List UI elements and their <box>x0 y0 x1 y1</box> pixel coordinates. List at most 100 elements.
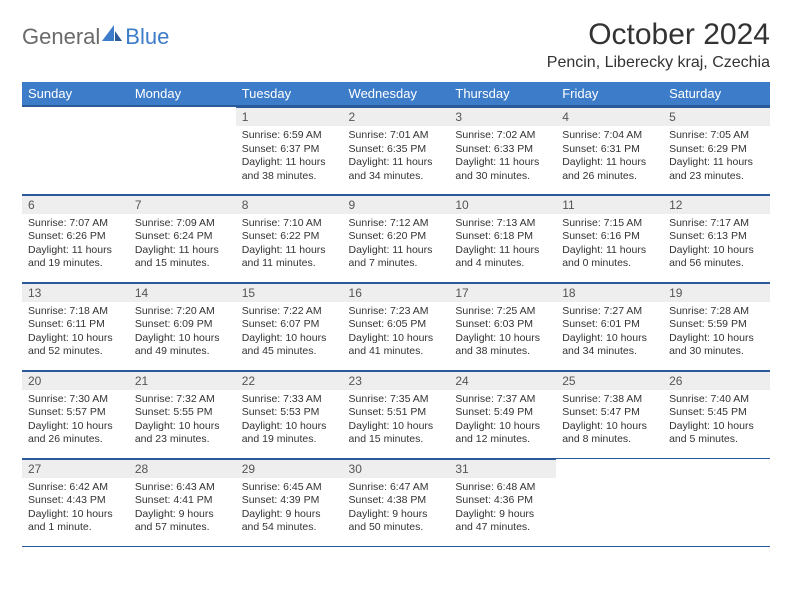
sunset-text: Sunset: 5:59 PM <box>669 318 764 332</box>
calendar-day-cell: 19Sunrise: 7:28 AMSunset: 5:59 PMDayligh… <box>663 282 770 370</box>
day-number: 4 <box>556 107 663 126</box>
day-content: Sunrise: 7:10 AMSunset: 6:22 PMDaylight:… <box>236 214 343 276</box>
sunrise-text: Sunrise: 7:10 AM <box>242 217 337 231</box>
day-number: 14 <box>129 283 236 302</box>
logo-text-general: General <box>22 24 100 50</box>
sunrise-text: Sunrise: 7:33 AM <box>242 393 337 407</box>
daylight-text: Daylight: 11 hours and 4 minutes. <box>455 244 550 271</box>
daylight-text: Daylight: 11 hours and 26 minutes. <box>562 156 657 183</box>
daylight-text: Daylight: 10 hours and 52 minutes. <box>28 332 123 359</box>
day-number: 11 <box>556 195 663 214</box>
calendar-day-cell <box>129 106 236 194</box>
sunrise-text: Sunrise: 7:37 AM <box>455 393 550 407</box>
day-content: Sunrise: 7:37 AMSunset: 5:49 PMDaylight:… <box>449 390 556 452</box>
sunset-text: Sunset: 6:31 PM <box>562 143 657 157</box>
daylight-text: Daylight: 9 hours and 50 minutes. <box>349 508 444 535</box>
weekday-header: Sunday <box>22 82 129 106</box>
day-content: Sunrise: 6:43 AMSunset: 4:41 PMDaylight:… <box>129 478 236 540</box>
calendar-day-cell: 1Sunrise: 6:59 AMSunset: 6:37 PMDaylight… <box>236 106 343 194</box>
daylight-text: Daylight: 10 hours and 15 minutes. <box>349 420 444 447</box>
sunset-text: Sunset: 6:18 PM <box>455 230 550 244</box>
weekday-header: Monday <box>129 82 236 106</box>
daylight-text: Daylight: 10 hours and 49 minutes. <box>135 332 230 359</box>
day-content: Sunrise: 7:38 AMSunset: 5:47 PMDaylight:… <box>556 390 663 452</box>
day-content: Sunrise: 7:22 AMSunset: 6:07 PMDaylight:… <box>236 302 343 364</box>
daylight-text: Daylight: 10 hours and 41 minutes. <box>349 332 444 359</box>
day-content: Sunrise: 6:48 AMSunset: 4:36 PMDaylight:… <box>449 478 556 540</box>
sunrise-text: Sunrise: 7:28 AM <box>669 305 764 319</box>
sunrise-text: Sunrise: 6:45 AM <box>242 481 337 495</box>
day-content: Sunrise: 7:28 AMSunset: 5:59 PMDaylight:… <box>663 302 770 364</box>
daylight-text: Daylight: 10 hours and 8 minutes. <box>562 420 657 447</box>
sunset-text: Sunset: 6:35 PM <box>349 143 444 157</box>
day-number: 8 <box>236 195 343 214</box>
calendar-day-cell: 5Sunrise: 7:05 AMSunset: 6:29 PMDaylight… <box>663 106 770 194</box>
calendar-day-cell: 22Sunrise: 7:33 AMSunset: 5:53 PMDayligh… <box>236 370 343 458</box>
weekday-header: Friday <box>556 82 663 106</box>
sunset-text: Sunset: 6:09 PM <box>135 318 230 332</box>
sunset-text: Sunset: 4:41 PM <box>135 494 230 508</box>
day-number: 1 <box>236 107 343 126</box>
calendar-week-row: 1Sunrise: 6:59 AMSunset: 6:37 PMDaylight… <box>22 106 770 194</box>
sunrise-text: Sunrise: 7:40 AM <box>669 393 764 407</box>
calendar-day-cell: 29 Sunrise: 6:45 AMSunset: 4:39 PMDayligh… <box>236 458 343 546</box>
day-number: 7 <box>129 195 236 214</box>
day-content: Sunrise: 7:13 AMSunset: 6:18 PMDaylight:… <box>449 214 556 276</box>
daylight-text: Daylight: 10 hours and 56 minutes. <box>669 244 764 271</box>
sunrise-text: Sunrise: 7:18 AM <box>28 305 123 319</box>
day-number: 24 <box>449 371 556 390</box>
sunset-text: Sunset: 4:43 PM <box>28 494 123 508</box>
calendar-day-cell <box>22 106 129 194</box>
day-content: Sunrise: 7:12 AMSunset: 6:20 PMDaylight:… <box>343 214 450 276</box>
day-content: Sunrise: 7:23 AMSunset: 6:05 PMDaylight:… <box>343 302 450 364</box>
day-number: 25 <box>556 371 663 390</box>
logo-sail-icon <box>101 24 123 50</box>
sunrise-text: Sunrise: 7:30 AM <box>28 393 123 407</box>
day-number: 12 <box>663 195 770 214</box>
day-content: Sunrise: 7:40 AMSunset: 5:45 PMDaylight:… <box>663 390 770 452</box>
calendar-day-cell <box>556 458 663 546</box>
daylight-text: Daylight: 11 hours and 7 minutes. <box>349 244 444 271</box>
sunrise-text: Sunrise: 7:01 AM <box>349 129 444 143</box>
sunrise-text: Sunrise: 6:47 AM <box>349 481 444 495</box>
sunrise-text: Sunrise: 7:25 AM <box>455 305 550 319</box>
calendar-week-row: 27Sunrise: 6:42 AMSunset: 4:43 PMDayligh… <box>22 458 770 546</box>
day-number: 13 <box>22 283 129 302</box>
sunset-text: Sunset: 4:39 PM <box>242 494 337 508</box>
sunrise-text: Sunrise: 7:05 AM <box>669 129 764 143</box>
daylight-text: Daylight: 9 hours and 47 minutes. <box>455 508 550 535</box>
day-number: 5 <box>663 107 770 126</box>
sunset-text: Sunset: 5:49 PM <box>455 406 550 420</box>
header: General Blue October 2024 Pencin, Libere… <box>22 18 770 72</box>
calendar-table: Sunday Monday Tuesday Wednesday Thursday… <box>22 82 770 547</box>
day-number: 21 <box>129 371 236 390</box>
calendar-week-row: 6Sunrise: 7:07 AMSunset: 6:26 PMDaylight… <box>22 194 770 282</box>
calendar-day-cell: 18Sunrise: 7:27 AMSunset: 6:01 PMDayligh… <box>556 282 663 370</box>
day-number: 3 <box>449 107 556 126</box>
day-content: Sunrise: 7:33 AMSunset: 5:53 PMDaylight:… <box>236 390 343 452</box>
sunset-text: Sunset: 6:26 PM <box>28 230 123 244</box>
calendar-day-cell: 10Sunrise: 7:13 AMSunset: 6:18 PMDayligh… <box>449 194 556 282</box>
day-content: Sunrise: 7:17 AMSunset: 6:13 PMDaylight:… <box>663 214 770 276</box>
weekday-header-row: Sunday Monday Tuesday Wednesday Thursday… <box>22 82 770 106</box>
sunset-text: Sunset: 5:51 PM <box>349 406 444 420</box>
calendar-day-cell: 13Sunrise: 7:18 AMSunset: 6:11 PMDayligh… <box>22 282 129 370</box>
day-number: 29 <box>236 459 343 478</box>
calendar-day-cell: 25Sunrise: 7:38 AMSunset: 5:47 PMDayligh… <box>556 370 663 458</box>
calendar-day-cell: 8Sunrise: 7:10 AMSunset: 6:22 PMDaylight… <box>236 194 343 282</box>
sunset-text: Sunset: 6:03 PM <box>455 318 550 332</box>
sunrise-text: Sunrise: 7:02 AM <box>455 129 550 143</box>
day-content: Sunrise: 7:25 AMSunset: 6:03 PMDaylight:… <box>449 302 556 364</box>
sunset-text: Sunset: 5:55 PM <box>135 406 230 420</box>
calendar-day-cell: 2Sunrise: 7:01 AMSunset: 6:35 PMDaylight… <box>343 106 450 194</box>
sunset-text: Sunset: 4:38 PM <box>349 494 444 508</box>
day-number: 23 <box>343 371 450 390</box>
sunset-text: Sunset: 4:36 PM <box>455 494 550 508</box>
sunset-text: Sunset: 6:07 PM <box>242 318 337 332</box>
daylight-text: Daylight: 9 hours and 54 minutes. <box>242 508 337 535</box>
day-content: Sunrise: 7:32 AMSunset: 5:55 PMDaylight:… <box>129 390 236 452</box>
day-number: 6 <box>22 195 129 214</box>
day-number: 26 <box>663 371 770 390</box>
sunrise-text: Sunrise: 7:13 AM <box>455 217 550 231</box>
day-content: Sunrise: 7:09 AMSunset: 6:24 PMDaylight:… <box>129 214 236 276</box>
